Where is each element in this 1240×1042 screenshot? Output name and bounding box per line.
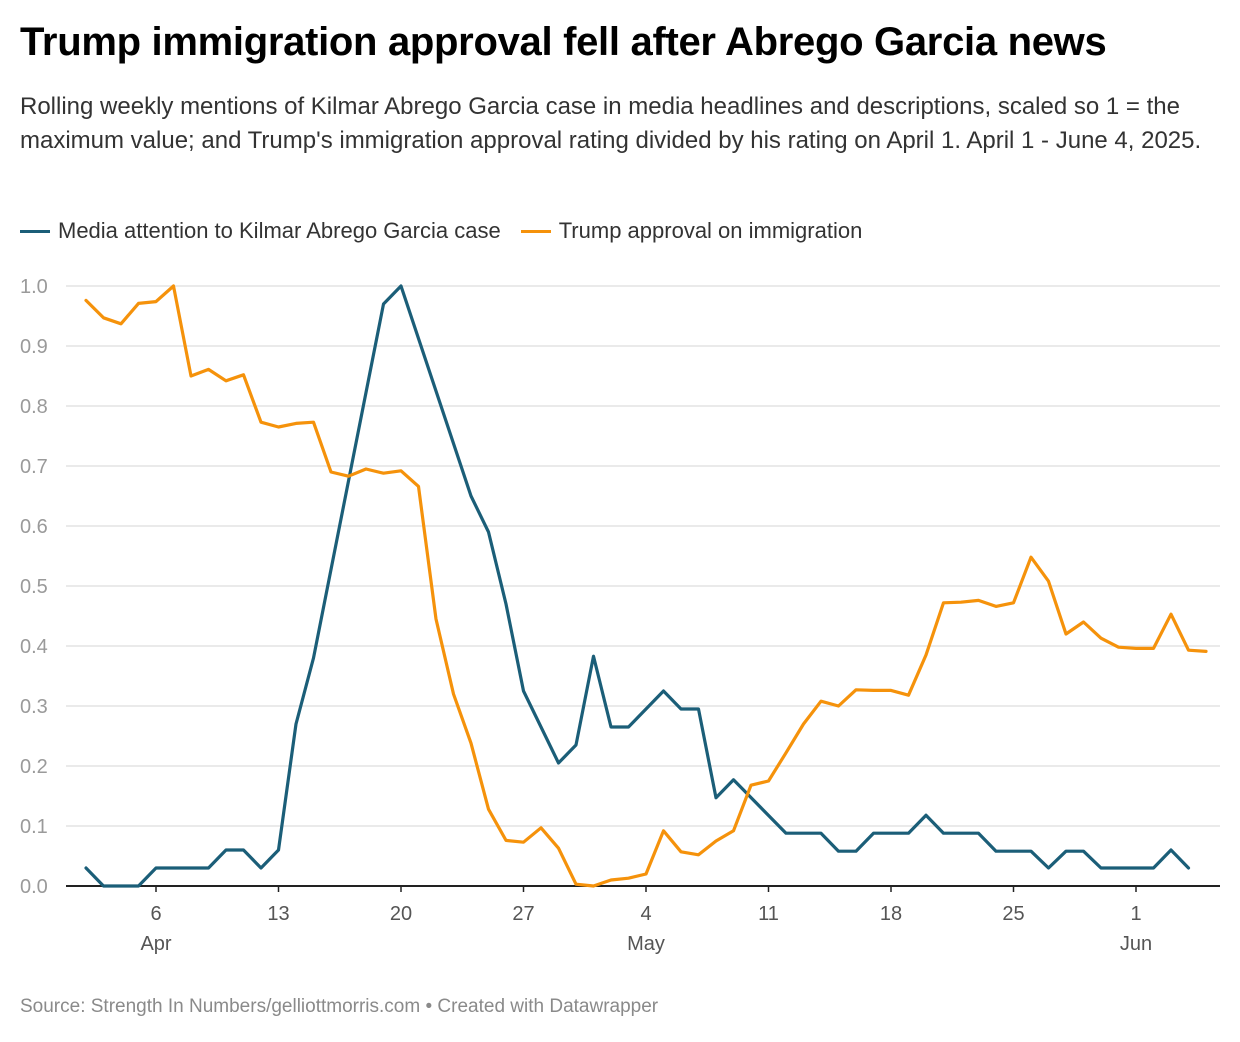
y-tick-label: 0.3 — [20, 696, 48, 718]
x-tick-month-label: Jun — [1120, 933, 1152, 955]
gridlines — [66, 285, 1220, 887]
y-tick-label: 0.6 — [20, 516, 48, 538]
y-tick-label: 1.0 — [20, 276, 48, 298]
legend-swatch-approval — [520, 229, 551, 233]
line-chart: 0.0 0.1 0.2 0.3 0.4 0.5 0.6 0.7 0.8 0.9 1.0 6 Apr 13… — [20, 276, 1220, 955]
y-tick-label: 0.4 — [20, 636, 48, 658]
x-tick-label: 6 — [150, 903, 161, 925]
legend: Media attention to Kilmar Abrego Garcia … — [20, 218, 882, 244]
x-tick-label: 13 — [267, 903, 289, 925]
y-tick-label: 0.9 — [20, 336, 48, 358]
chart-subtitle: Rolling weekly mentions of Kilmar Abrego… — [20, 93, 1202, 154]
x-tick-month-label: May — [627, 933, 665, 955]
x-tick-label: 20 — [390, 903, 412, 925]
legend-label-approval: Trump approval on immigration — [558, 218, 863, 243]
x-tick-label: 1 — [1130, 903, 1141, 925]
series-line-trump-approval — [84, 284, 1208, 888]
y-axis-ticks: 0.0 0.1 0.2 0.3 0.4 0.5 0.6 0.7 0.8 0.9 1.0 — [20, 276, 48, 898]
x-tick-label: 25 — [1002, 903, 1024, 925]
x-tick-label: 4 — [640, 903, 651, 925]
y-tick-label: 0.7 — [20, 456, 48, 478]
source-note: Source: Strength In Numbers/gelliottmorr… — [20, 996, 659, 1017]
series-lines — [84, 284, 1208, 888]
y-tick-label: 0.0 — [20, 876, 48, 898]
legend-label-media: Media attention to Kilmar Abrego Garcia … — [58, 218, 501, 243]
x-tick-month-label: Apr — [140, 933, 171, 955]
y-tick-label: 0.8 — [20, 396, 48, 418]
x-tick-label: 27 — [512, 903, 534, 925]
legend-item-approval: Trump approval on immigration — [520, 218, 863, 244]
chart-title: Trump immigration approval fell after Ab… — [20, 20, 1107, 64]
y-tick-label: 0.2 — [20, 756, 48, 778]
series-line-media-attention — [84, 284, 1191, 888]
legend-swatch-media — [20, 229, 50, 233]
legend-item-media: Media attention to Kilmar Abrego Garcia … — [20, 218, 501, 244]
x-tick-label: 18 — [880, 903, 902, 925]
x-tick-label: 11 — [758, 903, 779, 925]
y-tick-label: 0.5 — [20, 576, 48, 598]
y-tick-label: 0.1 — [20, 816, 48, 838]
x-axis-ticks: 6 Apr 13 20 27 4 May 11 18 25 1 Jun — [140, 886, 1152, 955]
